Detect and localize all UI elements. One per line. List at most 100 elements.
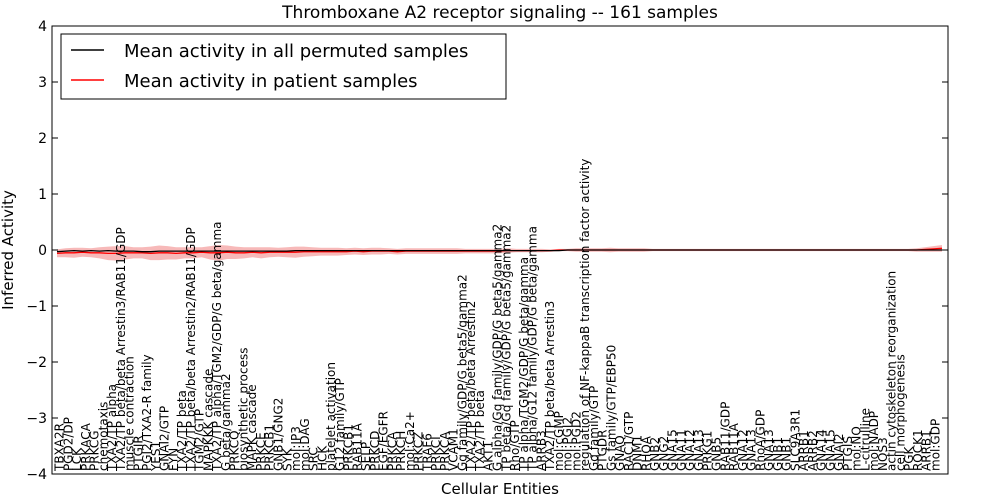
entity-label: G beta/gamma2 <box>219 373 233 471</box>
entity-label: platelet activation <box>324 362 338 471</box>
entity-label: GNA13 <box>745 429 759 471</box>
y-tick-label: 1 <box>38 187 47 203</box>
y-tick-label: 0 <box>38 243 47 259</box>
y-tick-label: 2 <box>38 131 47 147</box>
entity-label: TXA2/TP beta <box>473 390 487 472</box>
entity-label: PGD2/DP <box>61 417 75 471</box>
entity-label: YES1 <box>149 441 163 472</box>
entity-label: G alpha/Gq family/GDP/G beta5/gamma2 <box>491 224 505 471</box>
entity-label: GNA11 <box>675 429 689 471</box>
entity-label: chemotaxis <box>96 402 110 471</box>
y-tick-layer: −4 −3 −2 −1 0 1 2 3 4 <box>26 19 948 483</box>
entity-label: GNAI2 <box>832 433 846 471</box>
entity-label: PRKCQ <box>228 430 242 471</box>
entity-label: ARRB1 <box>797 430 811 471</box>
entity-label: TP beta/Gq family/GDP/G beta5/gamma2 <box>499 225 513 472</box>
permuted-mean-line <box>56 249 942 253</box>
entity-label: cell morphogenesis <box>894 354 908 471</box>
entity-label: mol:NO <box>850 426 864 471</box>
entity-label: TXA2/TP beta <box>175 390 189 472</box>
entity-label: HCK <box>315 445 329 471</box>
entity-label: MAPK cascade <box>245 384 259 471</box>
entity-label: GNA12 <box>736 429 750 471</box>
entity-label: PRKCB1 <box>263 424 277 471</box>
entity-label: PRKCA <box>438 431 452 471</box>
entity-label: PGK <box>902 445 916 471</box>
entity-label: GNA13 <box>762 429 776 471</box>
entity-label: TP alpha/TGM2/GDP/G beta/gamma <box>517 257 531 472</box>
entity-label: PTGIS <box>841 436 855 471</box>
entity-label: TXA2/TP alpha <box>105 384 119 472</box>
entity-label: GNA15 <box>823 429 837 471</box>
legend-label-permuted: Mean activity in all permuted samples <box>124 41 468 62</box>
entity-label: RAB11A <box>350 422 364 471</box>
entity-label: ROCK1 <box>911 429 925 471</box>
entity-label: PRKACA <box>79 422 93 471</box>
entity-label: L-citrulline <box>858 408 872 471</box>
entity-label: RAC1/GTP <box>622 412 636 471</box>
entity-label: G12 family/GTP <box>333 378 347 471</box>
entity-label: GNB2 <box>648 437 662 471</box>
line-layer <box>56 247 943 255</box>
entity-label: SYK <box>280 447 294 471</box>
entity-label: SRC <box>307 447 321 471</box>
entity-label: TXA2/TP beta/beta Arrestin2/RAB11/GDP <box>184 227 198 472</box>
entity-label: regulation of NF-kappaB transcription fa… <box>578 159 592 471</box>
entity-label: RHOA <box>639 435 653 471</box>
entity-label: PRKCG <box>88 430 102 470</box>
entity-label: GNA13 <box>692 429 706 471</box>
y-tick-label: −2 <box>26 355 47 371</box>
entity-label: NOS3 <box>876 437 890 471</box>
entity-label: ARRB1 <box>920 430 934 471</box>
entity-label-layer: TBXA2RPGD2/DPLCKPRKACAPRKCGchemotaxisTXA… <box>53 159 943 472</box>
entity-label: GNA14 <box>815 429 829 471</box>
y-tick-label: −3 <box>26 411 47 427</box>
entity-label: GNB1/GNG2 <box>272 398 286 471</box>
y-tick-label: 4 <box>38 19 47 35</box>
entity-label: biosynthetic process <box>237 348 251 472</box>
entity-label: mol:GDP <box>929 419 943 471</box>
entity-label: GNB5 <box>710 437 724 471</box>
entity-label: TRAF6 <box>420 433 434 472</box>
entity-label: Gq family/GTP <box>587 386 601 471</box>
entity-label: mol:IP3 <box>289 426 303 471</box>
entity-label: mol:PGD2 <box>569 411 583 471</box>
patient-confidence-band <box>57 245 942 261</box>
x-axis-label: Cellular Entities <box>441 480 559 498</box>
plot-frame <box>51 25 949 475</box>
legend-label-patient: Mean activity in patient samples <box>124 71 418 92</box>
entity-label: GNG2 <box>657 436 671 471</box>
entity-label: GNB1 <box>780 437 794 471</box>
entity-label: GNAI2/GTP <box>158 406 172 471</box>
entity-label: muscle contraction <box>123 356 137 471</box>
y-tick-label: −4 <box>26 467 47 483</box>
entity-label: mol:PGI2 <box>561 417 575 471</box>
entity-label: GNA12 <box>683 429 697 471</box>
entity-label: PRKCI <box>429 436 443 471</box>
entity-label: mol:cGMP <box>552 411 566 471</box>
entity-label: EGF/EGFR <box>377 411 391 471</box>
entity-label: GNB1 <box>771 437 785 471</box>
entity-label: mol:DAG <box>298 418 312 471</box>
legend: Mean activity in all permuted samples Me… <box>60 33 507 100</box>
entity-label: TXA2/TP beta/beta Arrestin3/RAB11/GDP <box>114 227 128 472</box>
y-axis-label: Inferred Activity <box>0 190 17 310</box>
entity-label: Gs family/GTP/EBP50 <box>604 345 618 471</box>
entity-label: Gq family/GDP/G beta5/gamma2 <box>456 274 470 471</box>
entity-label: PRKCH <box>394 431 408 471</box>
entity-label: RhoA/GDP <box>753 410 767 471</box>
entity-label: TXA2/TP beta/beta Arrestin2 <box>464 301 478 472</box>
entity-label: TGM2/GTP <box>193 409 207 472</box>
entity-label: mol:NADP <box>867 411 881 471</box>
entity-label: PTGDR <box>596 430 610 471</box>
chart-title: Thromboxane A2 receptor signaling -- 161… <box>281 3 718 23</box>
entity-label: TBXA2R <box>53 423 67 472</box>
entity-label: RAB11/GDP <box>718 402 732 471</box>
entity-label: GNAQ <box>613 435 627 471</box>
entity-label: actin cytoskeleton reorganization <box>885 271 899 471</box>
entity-label: SELP <box>359 442 373 471</box>
entity-label: GNA15 <box>666 429 680 471</box>
legend-box <box>60 33 507 100</box>
entity-label: ARRB2 <box>806 430 820 471</box>
